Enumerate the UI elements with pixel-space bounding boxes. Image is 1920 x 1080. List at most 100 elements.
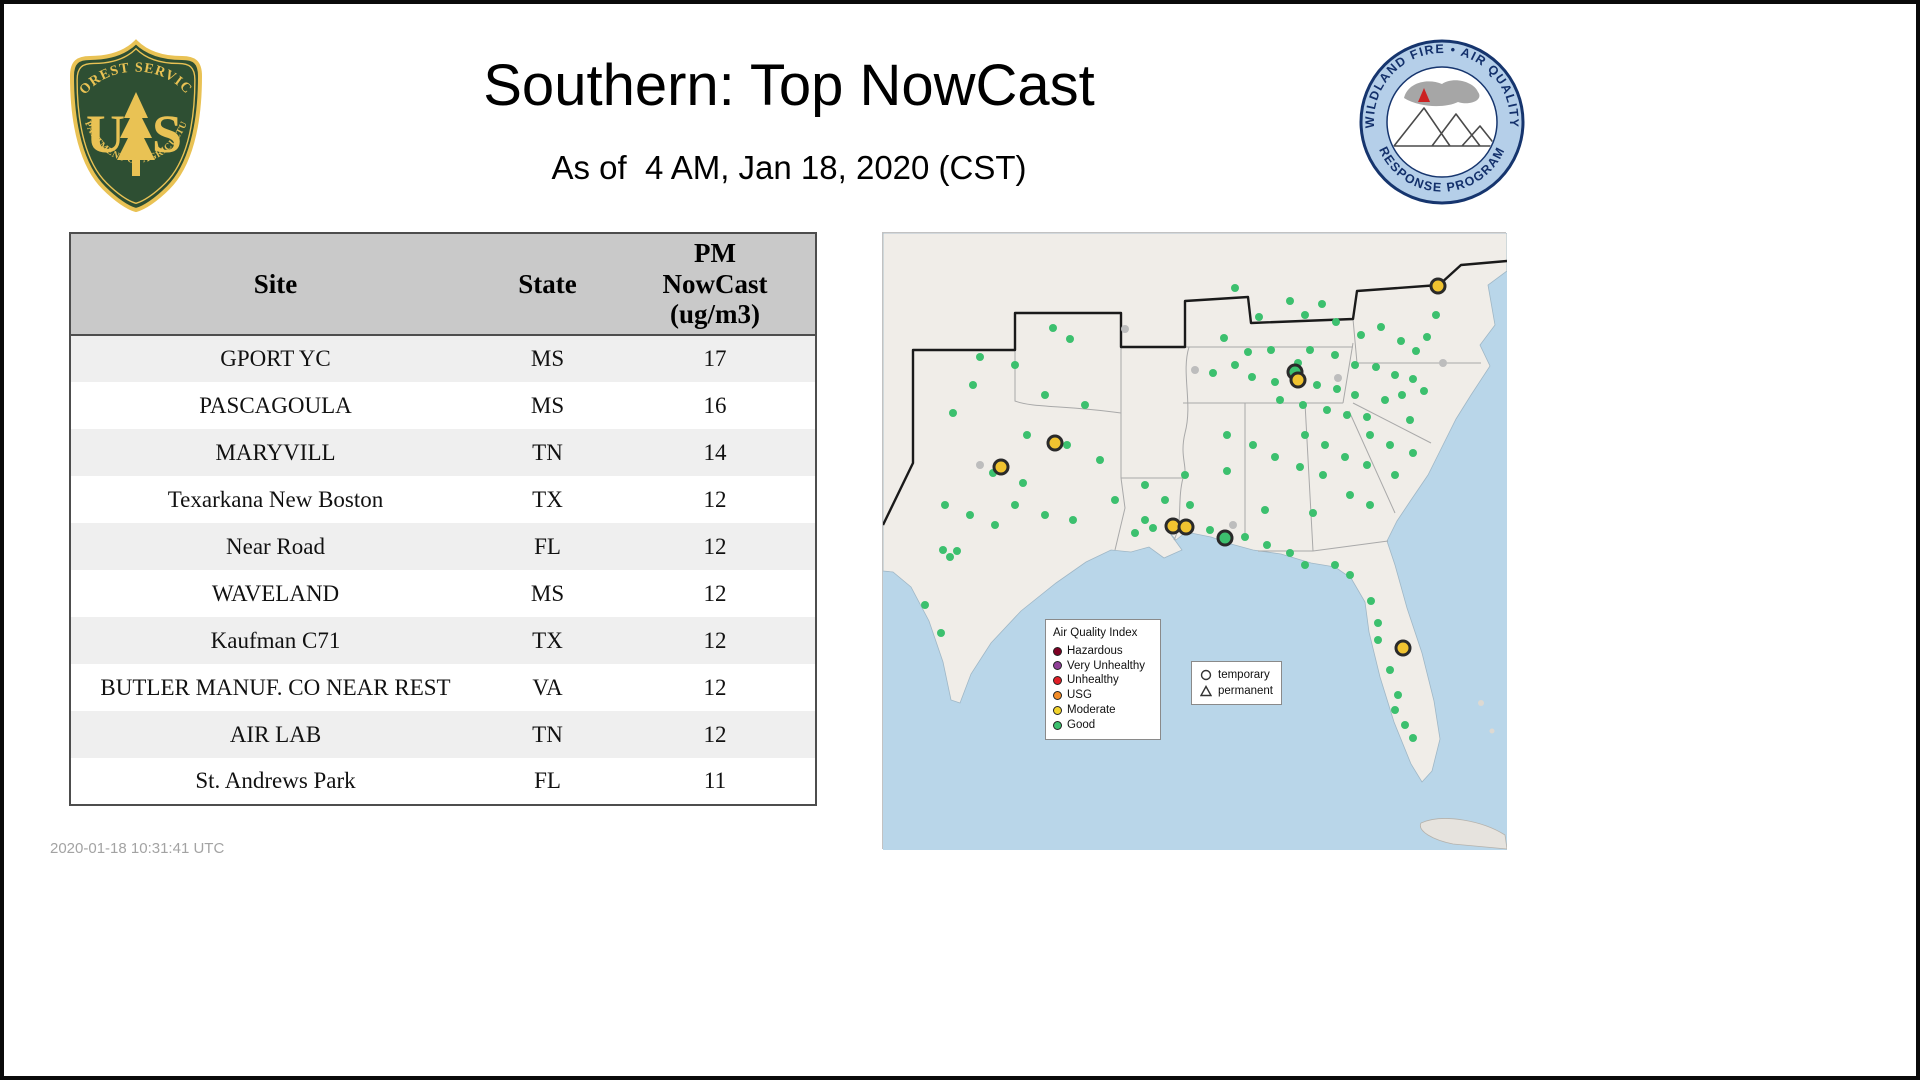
- map-dot-inactive: [1334, 374, 1342, 382]
- map-dot-good: [1063, 441, 1071, 449]
- table-row: MARYVILL TN 14: [70, 429, 816, 476]
- map-dot-inactive: [1121, 325, 1129, 333]
- map-dot-good: [1309, 509, 1317, 517]
- map-dot-good: [1391, 471, 1399, 479]
- map-dot-good: [1081, 401, 1089, 409]
- map-dot-good: [1019, 479, 1027, 487]
- legend-item-good: Good: [1053, 718, 1153, 733]
- map-site-good: [1216, 529, 1234, 547]
- map-dot-good: [1313, 381, 1321, 389]
- map-dot-good: [1331, 351, 1339, 359]
- table-row: BUTLER MANUF. CO NEAR REST VA 12: [70, 664, 816, 711]
- map-dot-good: [1220, 334, 1228, 342]
- map-dot-good: [1286, 549, 1294, 557]
- map-dot-good: [1301, 561, 1309, 569]
- permanent-triangle-icon: [1200, 685, 1212, 697]
- table-row: PASCAGOULA MS 16: [70, 382, 816, 429]
- cell-pm: 12: [703, 721, 727, 747]
- cell-site: WAVELAND: [211, 580, 340, 606]
- map-site-moderate: [992, 458, 1010, 476]
- usg-swatch-icon: [1053, 691, 1062, 701]
- cell-site: Near Road: [226, 533, 325, 559]
- map-dot-good: [1244, 348, 1252, 356]
- temporary-circle-icon: [1200, 669, 1212, 681]
- map-dot-good: [1381, 396, 1389, 404]
- very-unhealthy-swatch-icon: [1053, 661, 1062, 671]
- map-dot-inactive: [1229, 521, 1237, 529]
- map-dot-good: [1374, 619, 1382, 627]
- map-dot-good: [969, 381, 977, 389]
- map-dot-good: [1011, 501, 1019, 509]
- monitor-type-legend: temporary permanent: [1191, 661, 1282, 705]
- map-dot-good: [939, 546, 947, 554]
- cell-state: MS: [530, 346, 565, 371]
- table-row: GPORT YC MS 17: [70, 335, 816, 382]
- table-row: St. Andrews Park FL 11: [70, 758, 816, 805]
- map-dot-good: [1255, 313, 1263, 321]
- map-dot-good: [1209, 369, 1217, 377]
- map-dot-good: [1231, 284, 1239, 292]
- cell-site: Kaufman C71: [210, 627, 341, 653]
- map-dot-good: [1420, 387, 1428, 395]
- map-site-moderate: [1289, 371, 1307, 389]
- map-dot-good: [1271, 453, 1279, 461]
- map-site-moderate: [1394, 639, 1412, 657]
- map-dot-good: [1412, 347, 1420, 355]
- legend-item-unhealthy: Unhealthy: [1053, 673, 1153, 688]
- map-dot-good: [1267, 346, 1275, 354]
- map-dot-good: [1161, 496, 1169, 504]
- map-dot-good: [1261, 506, 1269, 514]
- cell-pm: 14: [703, 439, 727, 465]
- map-dot-good: [1049, 324, 1057, 332]
- map-dot-good: [1346, 491, 1354, 499]
- cell-state: TN: [532, 721, 563, 747]
- good-swatch-icon: [1053, 720, 1062, 730]
- cell-pm: 12: [703, 533, 727, 559]
- map-dot-good: [1223, 467, 1231, 475]
- moderate-swatch-icon: [1053, 705, 1062, 715]
- map-dot-good: [1432, 311, 1440, 319]
- map-dot-good: [1357, 331, 1365, 339]
- legend-item-temporary: temporary: [1200, 667, 1273, 683]
- fs-letter-s: S: [152, 104, 182, 164]
- map-dot-good: [1341, 453, 1349, 461]
- map-dot-good: [991, 521, 999, 529]
- map-dot-good: [1186, 501, 1194, 509]
- title-block: Southern: Top NowCast As of 4 AM, Jan 18…: [214, 52, 1364, 187]
- cell-state: FL: [534, 768, 561, 793]
- map-dot-good: [1351, 391, 1359, 399]
- map-dot-good: [1301, 431, 1309, 439]
- island-dot: [1489, 728, 1495, 734]
- map-dot-inactive: [1191, 366, 1199, 374]
- table-row: AIR LAB TN 12: [70, 711, 816, 758]
- map-dot-good: [976, 353, 984, 361]
- map-dot-good: [1366, 501, 1374, 509]
- map-dot-good: [1423, 333, 1431, 341]
- map-dot-good: [1332, 318, 1340, 326]
- unhealthy-swatch-icon: [1053, 676, 1062, 686]
- map-dot-good: [946, 553, 954, 561]
- map-dot-inactive: [1439, 359, 1447, 367]
- map-dot-good: [1397, 337, 1405, 345]
- map-dot-good: [1241, 533, 1249, 541]
- map-dot-good: [1351, 361, 1359, 369]
- cell-pm: 16: [703, 392, 727, 418]
- map-dot-good: [1374, 636, 1382, 644]
- map-dot-good: [1346, 571, 1354, 579]
- cell-site: GPORT YC: [220, 346, 331, 371]
- hazardous-swatch-icon: [1053, 646, 1062, 656]
- island-dot: [1478, 700, 1484, 706]
- map-dot-good: [1401, 721, 1409, 729]
- map-dot-good: [1271, 378, 1279, 386]
- forest-service-logo: FOREST SERVICE U S DEPARTMENT OF AGRICUL…: [60, 36, 203, 213]
- map-dot-good: [1409, 734, 1417, 742]
- table-row: WAVELAND MS 12: [70, 570, 816, 617]
- page-subtitle: As of 4 AM, Jan 18, 2020 (CST): [551, 149, 1027, 186]
- aqi-legend: Air Quality Index Hazardous Very Unhealt…: [1045, 619, 1161, 740]
- map-dot-good: [1263, 541, 1271, 549]
- cell-state: MS: [530, 580, 565, 606]
- map-site-moderate: [1429, 277, 1447, 295]
- map-dot-good: [1301, 311, 1309, 319]
- map-dot-good: [1223, 431, 1231, 439]
